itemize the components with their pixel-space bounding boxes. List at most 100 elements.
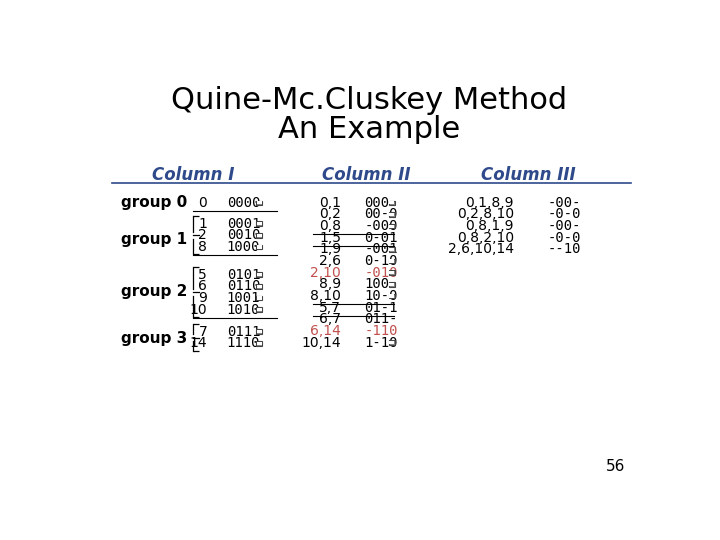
Text: 2,6,10,14: 2,6,10,14 (448, 242, 514, 256)
Text: 100-: 100- (364, 278, 398, 292)
Text: 6,14: 6,14 (310, 324, 341, 338)
Bar (256, 341, 262, 346)
Text: 8,10: 8,10 (310, 289, 341, 303)
Text: 0000: 0000 (227, 196, 260, 210)
Text: 011-: 011- (364, 312, 398, 326)
Text: 6,7: 6,7 (319, 312, 341, 326)
Text: 0-10: 0-10 (364, 254, 398, 268)
Bar (390, 259, 394, 262)
Text: 1010: 1010 (227, 303, 260, 316)
Bar (256, 307, 262, 312)
Bar (257, 330, 261, 333)
Text: 0010: 0010 (227, 228, 260, 242)
Text: 0110: 0110 (227, 279, 260, 293)
Text: 6: 6 (198, 279, 207, 293)
Text: -000: -000 (364, 219, 398, 233)
Bar (256, 329, 262, 334)
Bar (389, 259, 395, 264)
Text: group 3: group 3 (121, 331, 187, 346)
Text: 14: 14 (189, 336, 207, 350)
Text: 1110: 1110 (227, 336, 260, 350)
Text: 10-0: 10-0 (364, 289, 398, 303)
Text: 0,1,8,9: 0,1,8,9 (466, 196, 514, 210)
Text: 1000: 1000 (227, 240, 260, 254)
Bar (257, 234, 261, 237)
Bar (389, 247, 395, 252)
Bar (256, 221, 262, 226)
Text: 0101: 0101 (227, 268, 260, 282)
Text: An Example: An Example (278, 114, 460, 144)
Text: 1,5: 1,5 (319, 231, 341, 245)
Bar (390, 213, 394, 216)
Text: 000-: 000- (364, 196, 398, 210)
Bar (257, 342, 261, 345)
Text: group 0: group 0 (121, 195, 187, 211)
Text: group 2: group 2 (121, 284, 187, 299)
Bar (389, 294, 395, 298)
Bar (390, 294, 394, 298)
Text: 2,10: 2,10 (310, 266, 341, 280)
Bar (390, 341, 394, 344)
Text: 5,7: 5,7 (319, 301, 341, 315)
Text: 5: 5 (199, 268, 207, 282)
Text: -110: -110 (364, 324, 398, 338)
Bar (256, 296, 262, 300)
Bar (257, 201, 261, 205)
Text: Quine-Mc.Cluskey Method: Quine-Mc.Cluskey Method (171, 86, 567, 114)
Text: 7: 7 (199, 325, 207, 339)
Text: Column I: Column I (152, 166, 235, 184)
Text: -010: -010 (364, 266, 398, 280)
Text: 8: 8 (198, 240, 207, 254)
Text: 0: 0 (199, 196, 207, 210)
Text: 1,9: 1,9 (319, 242, 341, 256)
Text: 0,2: 0,2 (319, 207, 341, 221)
Bar (390, 201, 394, 205)
Text: 2,6: 2,6 (319, 254, 341, 268)
Bar (256, 284, 262, 289)
Text: -00-: -00- (547, 196, 581, 210)
Bar (256, 245, 262, 249)
Text: 56: 56 (606, 458, 626, 474)
Bar (390, 248, 394, 251)
Text: 10: 10 (189, 303, 207, 316)
Bar (390, 271, 394, 274)
Text: 0-01: 0-01 (364, 231, 398, 245)
Text: 0001: 0001 (227, 217, 260, 231)
Bar (257, 273, 261, 276)
Text: 9: 9 (198, 291, 207, 305)
Text: 01-1: 01-1 (364, 301, 398, 315)
Bar (257, 285, 261, 288)
Bar (256, 200, 262, 205)
Text: 8,9: 8,9 (319, 278, 341, 292)
Bar (389, 212, 395, 217)
Text: 0,1: 0,1 (319, 196, 341, 210)
Text: 0,8,1,9: 0,8,1,9 (466, 219, 514, 233)
Bar (389, 271, 395, 275)
Text: 1: 1 (198, 217, 207, 231)
Text: -0-0: -0-0 (547, 207, 581, 221)
Text: --10: --10 (547, 242, 581, 256)
Bar (256, 233, 262, 238)
Text: 0,8: 0,8 (319, 219, 341, 233)
Text: 0,2,8,10: 0,2,8,10 (457, 207, 514, 221)
Text: 1-10: 1-10 (364, 335, 398, 349)
Text: -0-0: -0-0 (547, 231, 581, 245)
Text: 2: 2 (199, 228, 207, 242)
Text: group 1: group 1 (121, 232, 186, 247)
Text: 1001: 1001 (227, 291, 260, 305)
Text: 0111: 0111 (227, 325, 260, 339)
Bar (257, 222, 261, 225)
Text: -001: -001 (364, 242, 398, 256)
Bar (390, 283, 394, 286)
Text: -00-: -00- (547, 219, 581, 233)
Text: 0,8,2,10: 0,8,2,10 (457, 231, 514, 245)
Bar (257, 308, 261, 311)
Bar (256, 273, 262, 277)
Text: Column II: Column II (322, 166, 410, 184)
Text: 00-0: 00-0 (364, 207, 398, 221)
Text: Column III: Column III (481, 166, 575, 184)
Bar (257, 245, 261, 248)
Bar (389, 340, 395, 345)
Bar (390, 225, 394, 228)
Text: 10,14: 10,14 (302, 335, 341, 349)
